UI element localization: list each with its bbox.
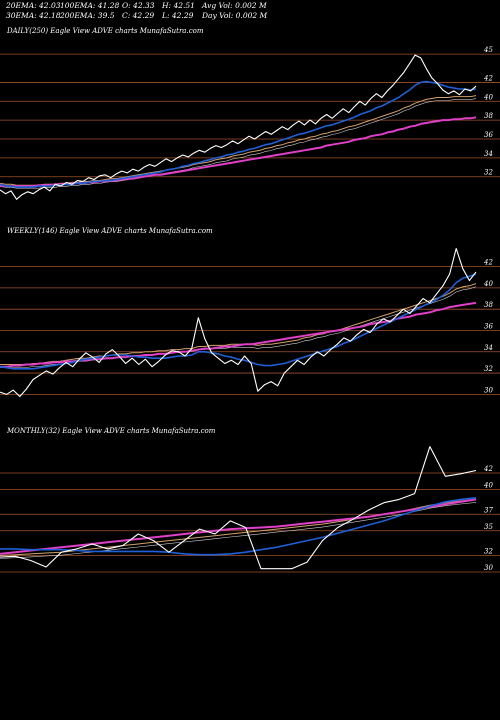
daily-y-tick-label: 34: [484, 150, 493, 158]
weekly-ema-grey-band-line: [0, 286, 477, 368]
monthly-y-tick-label: 37: [484, 506, 493, 514]
daily-y-tick-label: 45: [483, 46, 493, 54]
monthly-y-tick-label: 42: [483, 465, 493, 473]
weekly-ema-magenta-line: [0, 301, 477, 368]
monthly-price-line: [0, 446, 477, 570]
weekly-y-tick-label: 42: [483, 259, 493, 267]
weekly-ema-tan-line: [0, 283, 477, 365]
weekly-chart: 42 40 38 36 34 32 30: [0, 247, 500, 398]
daily-y-tick-label: 42: [483, 74, 493, 82]
header-close: C: 42.29: [122, 11, 155, 20]
weekly-y-tick-label: 40: [483, 280, 493, 288]
monthly-y-tick-label: 40: [483, 482, 493, 490]
monthly-chart-title: MONTHLY(32) Eagle View ADVE charts Munaf…: [7, 427, 216, 435]
daily-ema-blue-line: [0, 80, 477, 188]
daily-chart: 45 42 40 38 36 34 32: [0, 46, 500, 200]
header-200ema: 200EMA: 39.5: [60, 11, 115, 20]
daily-y-tick-label: 38: [484, 112, 493, 120]
weekly-y-tick-label: 30: [484, 386, 493, 394]
daily-ema-grey-band-line: [0, 98, 477, 189]
header-30ema: 30EMA: 42.18: [6, 11, 61, 20]
weekly-y-tick-label: 32: [484, 365, 493, 373]
weekly-ema-blue-line: [0, 273, 477, 370]
monthly-y-tick-label: 30: [484, 564, 493, 572]
monthly-y-tick-label: 35: [484, 523, 493, 531]
daily-chart-title: DAILY(250) Eagle View ADVE charts Munafa…: [7, 27, 204, 35]
header-100ema: 100EMA: 41.28: [60, 1, 120, 10]
daily-ema-tan-line: [0, 95, 477, 186]
header-avg-vol: Avg Vol: 0.002 M: [202, 1, 267, 10]
header-open: O: 42.33: [122, 1, 155, 10]
daily-y-tick-label: 36: [484, 131, 493, 139]
monthly-chart: 42 40 37 35 32 30: [0, 446, 500, 573]
weekly-chart-title: WEEKLY(146) Eagle View ADVE charts Munaf…: [7, 227, 213, 235]
header-high: H: 42.51: [162, 1, 195, 10]
monthly-ema-grey-band-line: [0, 502, 477, 559]
daily-price-line: [0, 54, 477, 200]
monthly-ema-blue-line: [0, 497, 477, 556]
header-20ema: 20EMA: 42.03: [6, 1, 61, 10]
monthly-y-tick-label: 32: [484, 548, 493, 556]
daily-y-tick-label: 32: [484, 169, 493, 177]
weekly-y-tick-label: 34: [484, 344, 493, 352]
weekly-y-tick-label: 38: [484, 301, 493, 309]
daily-y-tick-label: 40: [483, 93, 493, 101]
weekly-y-tick-label: 36: [484, 322, 493, 330]
header-day-vol: Day Vol: 0.002 M: [202, 11, 268, 20]
monthly-ema-magenta-line: [0, 498, 477, 555]
header-low: L: 42.29: [162, 11, 194, 20]
weekly-price-line: [0, 247, 477, 398]
